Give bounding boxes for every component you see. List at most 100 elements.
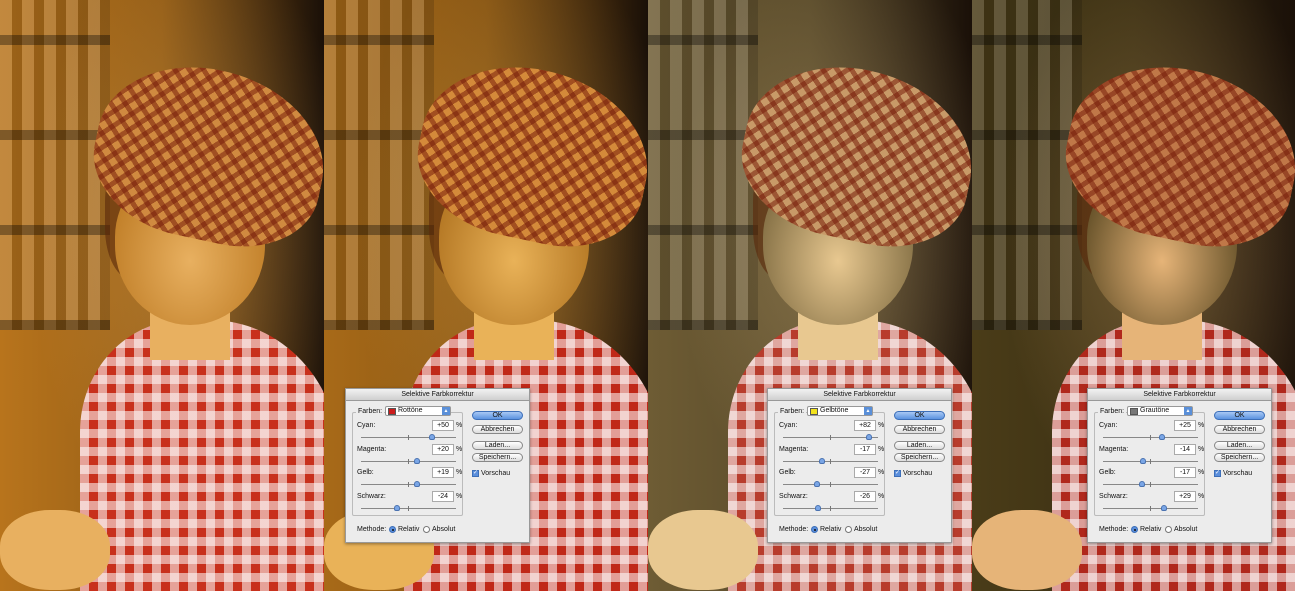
cancel-button[interactable]: Abbrechen [894,425,945,434]
slider-track[interactable] [1103,481,1198,487]
dialog-title[interactable]: Selektive Farbkorrektur [346,389,529,401]
slider-thumb[interactable] [814,504,821,511]
slider-thumb[interactable] [428,434,435,440]
bookshelf [972,0,1082,330]
radio-absolut[interactable] [1165,526,1172,533]
slider-thumb[interactable] [819,457,825,464]
slider-value-input[interactable]: +19 [432,467,454,478]
preview-label: Vorschau [481,470,511,477]
slider-track[interactable] [361,504,456,511]
radio-absolut[interactable] [845,526,852,533]
farben-label: Farben: [778,408,807,415]
slider-thumb[interactable] [1139,481,1145,487]
slider-center-tick [830,505,831,511]
slider-value-input[interactable]: -27 [854,467,876,478]
slider-thumb[interactable] [814,481,821,487]
slider-track[interactable] [783,434,878,440]
preview-label: Vorschau [903,470,933,477]
slider-center-tick [1150,482,1151,487]
slider-thumb[interactable] [393,504,400,511]
slider-value-input[interactable]: +29 [1174,490,1196,502]
percent-sign: % [878,469,885,476]
slider-thumb[interactable] [414,457,421,464]
ok-button[interactable]: OK [1214,411,1265,420]
dialog-title[interactable]: Selektive Farbkorrektur [1088,389,1271,401]
preview-checkbox[interactable]: ✓ [472,470,479,477]
load-button[interactable]: Laden... [472,441,523,450]
dropdown-arrows-icon: ▲ [442,407,450,415]
ok-button[interactable]: OK [472,411,523,420]
slider-track[interactable] [783,481,878,487]
slider-track[interactable] [361,457,456,464]
slider-center-tick [1150,505,1151,511]
slider-thumb[interactable] [1160,504,1167,511]
selective-color-dialog: Selektive Farbkorrektur Farben: Gelbtöne ▲ C… [767,388,952,543]
slider-track[interactable] [1103,434,1198,440]
color-swatch [810,408,818,415]
load-button[interactable]: Laden... [1214,441,1265,450]
dialog-title[interactable]: Selektive Farbkorrektur [768,389,951,401]
slider-label: Cyan: [779,422,798,429]
slider-thumb[interactable] [1158,434,1165,440]
photo-panel [0,0,324,591]
slider-label: Schwarz: [357,492,386,500]
dropdown-arrows-icon: ▲ [1184,407,1192,415]
slider-value-input[interactable]: +20 [432,443,454,455]
bookshelf [648,0,758,330]
percent-sign: % [1198,422,1205,429]
percent-sign: % [1198,492,1205,500]
slider-value-input[interactable]: -24 [432,490,454,502]
preview-checkbox[interactable]: ✓ [1214,470,1221,477]
slider-label: Magenta: [779,445,809,453]
slider-value-input[interactable]: +82 [854,420,876,431]
percent-sign: % [1198,469,1205,476]
hand [648,510,758,590]
ok-button[interactable]: OK [894,411,945,420]
slider-value-input[interactable]: +25 [1174,420,1196,431]
colors-dropdown[interactable]: Grautöne ▲ [1127,406,1193,416]
slider-thumb[interactable] [865,434,872,440]
slider-value-input[interactable]: +50 [432,420,454,431]
load-button[interactable]: Laden... [894,441,945,450]
colors-dropdown[interactable]: Gelbtöne ▲ [807,406,873,416]
slider-label: Cyan: [1099,422,1118,429]
slider-value-input[interactable]: -17 [854,443,876,455]
slider-track[interactable] [361,481,456,487]
save-button[interactable]: Speichern... [894,453,945,462]
save-button[interactable]: Speichern... [472,453,523,462]
method-label: Methode: [779,526,809,533]
slider-value-input[interactable]: -17 [1174,467,1196,478]
slider-thumb[interactable] [413,481,420,487]
slider-track[interactable] [1103,457,1198,464]
slider-value-input[interactable]: -14 [1174,443,1196,455]
cancel-button[interactable]: Abbrechen [1214,425,1265,434]
percent-sign: % [878,492,885,500]
slider-thumb[interactable] [1140,457,1147,464]
radio-relativ[interactable] [1131,526,1138,533]
preview-checkbox[interactable]: ✓ [894,470,901,477]
slider-label: Gelb: [357,469,374,476]
slider-center-tick [1150,435,1151,440]
slider-center-tick [1150,458,1151,464]
slider-track[interactable] [783,504,878,511]
slider-label: Magenta: [357,445,387,453]
radio-relativ[interactable] [811,526,818,533]
slider-track[interactable] [361,434,456,440]
percent-sign: % [878,445,885,453]
radio-absolut[interactable] [423,526,430,533]
preview-label: Vorschau [1223,470,1253,477]
slider-value-input[interactable]: -26 [854,490,876,502]
radio-relativ[interactable] [389,526,396,533]
save-button[interactable]: Speichern... [1214,453,1265,462]
radio-absolut-label: Absolut [854,526,878,533]
slider-track[interactable] [783,457,878,464]
slider-label: Gelb: [1099,469,1116,476]
colors-dropdown[interactable]: Rottöne ▲ [385,406,451,416]
percent-sign: % [456,445,463,453]
checkered-shirt [80,320,324,591]
bookshelf [0,0,110,330]
slider-track[interactable] [1103,504,1198,511]
cancel-button[interactable]: Abbrechen [472,425,523,434]
color-swatch [1130,408,1138,415]
method-label: Methode: [357,526,387,533]
